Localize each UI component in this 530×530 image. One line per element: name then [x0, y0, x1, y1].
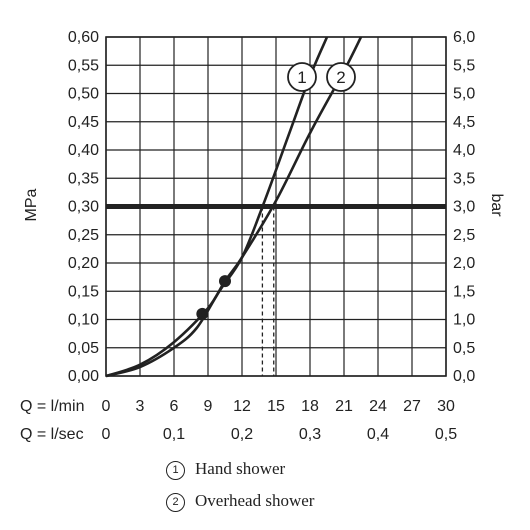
x-lmin-tick-label: 3 [136, 398, 145, 415]
y-left-tick-label: 0,60 [68, 29, 99, 46]
x-lsec-axis-title: Q = l/sec [20, 426, 84, 443]
y-left-tick-label: 0,35 [68, 170, 99, 187]
y-left-tick-label: 0,40 [68, 142, 99, 159]
x-lmin-tick-label: 27 [403, 398, 421, 415]
y-right-tick-label: 1,0 [453, 312, 475, 329]
tick-labels: 0,000,050,100,150,200,250,300,350,400,45… [68, 29, 475, 443]
legend-marker-2: 2 [166, 493, 185, 512]
x-lmin-tick-label: 12 [233, 398, 251, 415]
series-marker-circle-2 [326, 62, 356, 92]
y-right-axis-title: bar [488, 193, 505, 217]
series-dot-2 [219, 275, 231, 288]
y-right-tick-label: 3,0 [453, 199, 475, 216]
y-right-tick-label: 6,0 [453, 29, 475, 46]
x-lsec-tick-label: 0,1 [163, 426, 185, 443]
y-right-tick-label: 0,0 [453, 368, 475, 385]
x-lmin-tick-label: 0 [102, 398, 111, 415]
x-lmin-axis-title: Q = l/min [20, 398, 84, 415]
y-left-tick-label: 0,45 [68, 114, 99, 131]
y-left-tick-label: 0,25 [68, 227, 99, 244]
x-lmin-tick-label: 30 [437, 398, 455, 415]
y-left-tick-label: 0,20 [68, 255, 99, 272]
y-right-tick-label: 4,5 [453, 114, 475, 131]
legend-marker-1: 1 [166, 461, 185, 480]
x-lmin-tick-label: 21 [335, 398, 353, 415]
x-lsec-tick-label: 0 [102, 426, 111, 443]
y-left-tick-label: 0,15 [68, 283, 99, 300]
legend-label: Hand shower [195, 459, 286, 478]
legend-label: Overhead shower [195, 491, 315, 510]
x-lmin-tick-label: 9 [204, 398, 213, 415]
x-lsec-tick-label: 0,4 [367, 426, 389, 443]
series-marker-label-2: 2 [336, 68, 345, 87]
y-left-tick-label: 0,55 [68, 57, 99, 74]
y-left-tick-label: 0,00 [68, 368, 99, 385]
x-lmin-tick-label: 15 [267, 398, 285, 415]
y-left-tick-label: 0,05 [68, 340, 99, 357]
y-left-tick-label: 0,50 [68, 86, 99, 103]
x-lmin-tick-label: 6 [170, 398, 179, 415]
y-left-tick-label: 0,30 [68, 199, 99, 216]
series-marker-circle-1 [287, 62, 317, 92]
y-right-tick-label: 2,5 [453, 227, 475, 244]
series-line-2 [105, 36, 363, 378]
y-left-tick-label: 0,10 [68, 312, 99, 329]
x-lmin-tick-label: 18 [301, 398, 319, 415]
legend-item-hand-shower: 1 Hand shower [166, 459, 285, 480]
y-right-tick-label: 4,0 [453, 142, 475, 159]
x-lsec-tick-label: 0,5 [435, 426, 457, 443]
y-right-tick-label: 5,5 [453, 57, 475, 74]
x-lsec-tick-label: 0,3 [299, 426, 321, 443]
x-lsec-tick-label: 0,2 [231, 426, 253, 443]
y-right-tick-label: 2,0 [453, 255, 475, 272]
y-left-axis-title: MPa [23, 188, 40, 221]
y-right-tick-label: 0,5 [453, 340, 475, 357]
y-right-tick-label: 1,5 [453, 283, 475, 300]
y-right-tick-label: 5,0 [453, 86, 475, 103]
y-right-tick-label: 3,5 [453, 170, 475, 187]
x-lmin-tick-label: 24 [369, 398, 387, 415]
legend-item-overhead-shower: 2 Overhead shower [166, 491, 314, 512]
series-marker-label-1: 1 [297, 68, 306, 87]
